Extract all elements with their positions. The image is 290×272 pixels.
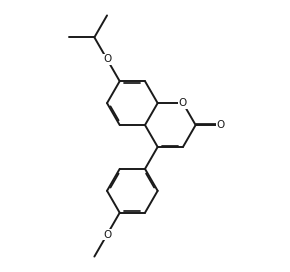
Text: O: O bbox=[179, 98, 187, 108]
Text: O: O bbox=[217, 120, 225, 130]
Text: O: O bbox=[103, 230, 111, 240]
Text: O: O bbox=[103, 54, 111, 64]
